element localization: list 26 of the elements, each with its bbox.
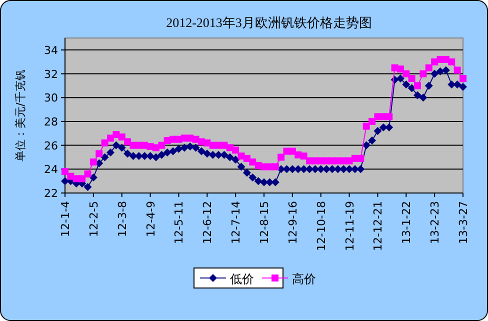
x-tick-label: 12-8-15 [258, 201, 271, 244]
x-tick-label: 12-1-4 [59, 201, 72, 237]
x-tick-label: 12-2-5 [87, 201, 100, 237]
x-tick-label: 13-3-27 [457, 201, 470, 244]
y-tick-label: 32 [44, 68, 58, 81]
y-tick-label: 22 [44, 187, 58, 200]
y-tick-label: 24 [44, 163, 58, 176]
x-tick-label: 12-4-9 [144, 201, 158, 237]
x-tick-label: 12-5-11 [172, 201, 186, 244]
y-tick-label: 28 [44, 115, 58, 128]
x-tick-label: 12-11-19 [343, 201, 356, 251]
x-tick-label: 13-1-22 [400, 201, 414, 244]
y-tick-label: 30 [44, 92, 58, 105]
x-tick-label: 12-3-8 [116, 201, 129, 237]
y-tick-label: 34 [44, 44, 58, 57]
legend-label: 高价 [292, 272, 316, 286]
x-tick-label: 12-9-16 [286, 201, 300, 244]
x-tick-label: 12-12-21 [372, 201, 385, 251]
chart-title: 2012-2013年3月欧洲钒铁价格走势图 [166, 15, 372, 30]
y-tick-label: 26 [44, 139, 58, 152]
y-axis-title: 单位：美元/千克钒 [14, 70, 27, 162]
legend-label: 低价 [230, 272, 254, 286]
x-tick-label: 13-2-23 [428, 201, 442, 244]
x-tick-label: 12-10-18 [314, 201, 328, 251]
x-tick-label: 12-7-14 [230, 201, 243, 244]
x-tick-label: 12-6-12 [201, 201, 214, 244]
